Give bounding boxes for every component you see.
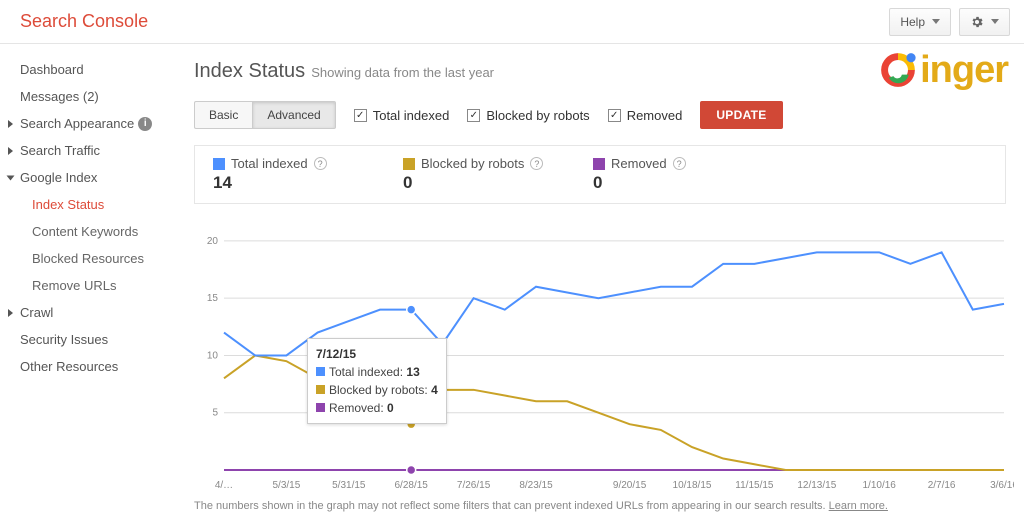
sidebar-sub-remove-urls[interactable]: Remove URLs <box>0 272 176 299</box>
checkbox-icon: ✓ <box>608 109 621 122</box>
stat-total-value: 14 <box>213 173 367 193</box>
svg-text:7/26/15: 7/26/15 <box>457 480 491 491</box>
svg-text:20: 20 <box>207 236 219 247</box>
svg-text:15: 15 <box>207 293 219 304</box>
toggle-advanced[interactable]: Advanced <box>252 101 335 129</box>
svg-text:9/20/15: 9/20/15 <box>613 480 647 491</box>
svg-text:1/10/16: 1/10/16 <box>863 480 897 491</box>
update-button[interactable]: UPDATE <box>700 101 782 129</box>
svg-text:8/23/15: 8/23/15 <box>519 480 553 491</box>
svg-text:11/15/15: 11/15/15 <box>735 480 774 491</box>
learn-more-link[interactable]: Learn more. <box>829 500 888 512</box>
help-label: Help <box>900 15 925 29</box>
checkbox-icon: ✓ <box>467 109 480 122</box>
svg-text:5: 5 <box>212 408 218 419</box>
svg-text:2/7/16: 2/7/16 <box>928 480 956 491</box>
check-removed[interactable]: ✓Removed <box>608 108 683 123</box>
help-icon[interactable]: ? <box>530 157 543 170</box>
stats-bar: Total indexed? 14 Blocked by robots? 0 R… <box>194 145 1006 204</box>
toggle-basic[interactable]: Basic <box>194 101 252 129</box>
svg-text:10: 10 <box>207 350 219 361</box>
stat-blocked-value: 0 <box>403 173 557 193</box>
stat-removed-value: 0 <box>593 173 747 193</box>
sidebar-item-messages[interactable]: Messages (2) <box>0 83 176 110</box>
check-blocked[interactable]: ✓Blocked by robots <box>467 108 589 123</box>
mode-toggle: Basic Advanced <box>194 101 336 129</box>
svg-text:12/13/15: 12/13/15 <box>797 480 836 491</box>
swatch-total <box>213 158 225 170</box>
sidebar-item-dashboard[interactable]: Dashboard <box>0 56 176 83</box>
sidebar-item-search-traffic[interactable]: Search Traffic <box>0 137 176 164</box>
gear-icon <box>970 15 984 29</box>
sidebar-sub-index-status[interactable]: Index Status <box>0 191 176 218</box>
page-subtitle: Showing data from the last year <box>311 65 494 80</box>
svg-text:4/…: 4/… <box>215 480 233 491</box>
toolbar: Basic Advanced ✓Total indexed ✓Blocked b… <box>194 101 1006 129</box>
sidebar-item-crawl[interactable]: Crawl <box>0 299 176 326</box>
help-icon[interactable]: ? <box>673 157 686 170</box>
check-total-indexed[interactable]: ✓Total indexed <box>354 108 450 123</box>
app-title: Search Console <box>20 11 148 32</box>
sidebar-sub-blocked-resources[interactable]: Blocked Resources <box>0 245 176 272</box>
swatch-removed <box>593 158 605 170</box>
svg-text:6/28/15: 6/28/15 <box>395 480 429 491</box>
svg-text:10/18/15: 10/18/15 <box>673 480 712 491</box>
svg-text:5/3/15: 5/3/15 <box>272 480 300 491</box>
stat-blocked: Blocked by robots? 0 <box>385 146 575 203</box>
stat-removed: Removed? 0 <box>575 146 765 203</box>
sidebar: Dashboard Messages (2) Search Appearance… <box>0 44 176 528</box>
swatch-blocked <box>403 158 415 170</box>
svg-text:5/31/15: 5/31/15 <box>332 480 366 491</box>
sidebar-item-search-appearance[interactable]: Search Appearancei <box>0 110 176 137</box>
settings-button[interactable] <box>959 8 1010 36</box>
help-icon[interactable]: ? <box>314 157 327 170</box>
watermark-logo: inger <box>874 46 1008 94</box>
sidebar-item-other-resources[interactable]: Other Resources <box>0 353 176 380</box>
checkbox-icon: ✓ <box>354 109 367 122</box>
footer-note: The numbers shown in the graph may not r… <box>194 500 1006 512</box>
svg-text:3/6/16: 3/6/16 <box>990 480 1014 491</box>
sidebar-item-google-index[interactable]: Google Index <box>0 164 176 191</box>
info-icon: i <box>138 117 152 131</box>
chart-tooltip: 7/12/15Total indexed: 13Blocked by robot… <box>307 338 447 424</box>
sidebar-sub-content-keywords[interactable]: Content Keywords <box>0 218 176 245</box>
help-button[interactable]: Help <box>889 8 951 36</box>
stat-total-indexed: Total indexed? 14 <box>195 146 385 203</box>
sidebar-item-security-issues[interactable]: Security Issues <box>0 326 176 353</box>
